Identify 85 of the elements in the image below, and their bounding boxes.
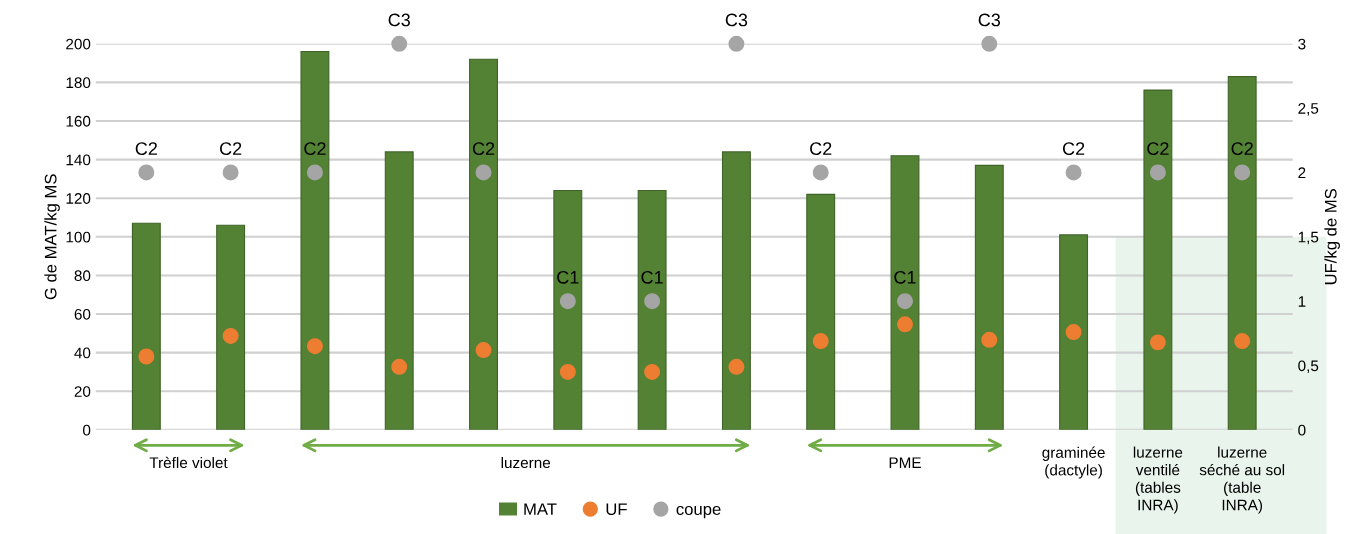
point xyxy=(138,164,155,181)
y-tick-label: 0 xyxy=(83,424,91,436)
y-tick-label: 160 xyxy=(66,115,91,127)
y-tick-label: 20 xyxy=(74,386,91,397)
y-tick-label: 80 xyxy=(74,270,91,282)
data-label: C2 xyxy=(220,142,242,156)
point xyxy=(475,164,492,181)
data-label: C2 xyxy=(304,142,326,156)
text: luzerne xyxy=(501,456,551,469)
y-tick-label: 140 xyxy=(66,154,91,166)
y2-tick-label: 0,5 xyxy=(1298,360,1319,374)
point xyxy=(222,327,239,344)
y-tick-label: 60 xyxy=(74,308,91,320)
y2-tick-label: 3 xyxy=(1298,38,1306,50)
bar xyxy=(974,164,1004,430)
y-tick-label: 180 xyxy=(66,77,91,89)
data-label: C1 xyxy=(641,270,663,284)
data-label: C3 xyxy=(388,13,410,27)
point xyxy=(1065,164,1082,181)
point xyxy=(222,164,239,181)
point xyxy=(306,164,323,181)
y2-tick-label: 2 xyxy=(1298,167,1306,179)
bar xyxy=(637,189,667,430)
point xyxy=(391,358,408,375)
data-label: C1 xyxy=(557,270,579,284)
data-label: C2 xyxy=(1062,142,1085,156)
y2-axis-title: UF/kg de MS xyxy=(1324,188,1340,285)
data-label: C2 xyxy=(135,142,157,156)
point xyxy=(475,342,492,359)
point xyxy=(897,316,913,333)
bar xyxy=(300,50,330,430)
data-label: C2 xyxy=(810,142,832,156)
point xyxy=(644,363,661,380)
y-tick-label: 40 xyxy=(74,347,91,359)
y2-tick-label: 0 xyxy=(1298,424,1306,436)
bar xyxy=(806,193,836,430)
bar xyxy=(384,151,414,430)
point xyxy=(1234,333,1251,350)
point xyxy=(1149,334,1166,351)
bar xyxy=(890,155,920,430)
bar xyxy=(721,151,751,430)
legend-label: coupe xyxy=(676,505,721,519)
y-tick-label: 120 xyxy=(66,193,91,204)
legend-label: MAT xyxy=(524,503,557,515)
point xyxy=(391,35,408,52)
y-tick-label: 100 xyxy=(66,231,91,243)
legend-label: UF xyxy=(606,503,627,516)
x-tick-label: luzerne séché au sol (table INRA) xyxy=(1199,446,1285,514)
point xyxy=(897,293,913,310)
text: PME xyxy=(889,457,921,468)
point xyxy=(981,331,998,348)
point xyxy=(812,164,829,181)
point xyxy=(644,293,661,310)
point xyxy=(1065,324,1082,341)
y2-tick-label: 1,5 xyxy=(1298,231,1319,245)
text: Trèfle violet xyxy=(149,456,228,469)
bar xyxy=(1227,76,1257,430)
bar xyxy=(216,224,246,430)
data-label: C2 xyxy=(472,142,495,156)
data-label: C3 xyxy=(978,13,1001,27)
x-tick-label: graminée (dactyle) xyxy=(1042,446,1105,479)
point xyxy=(1149,164,1166,181)
y-axis-title: G de MAT/kg MS xyxy=(44,174,60,300)
bar xyxy=(469,58,498,430)
point xyxy=(138,348,155,365)
point xyxy=(559,363,576,380)
point xyxy=(1234,164,1251,181)
bar xyxy=(1059,234,1089,430)
point xyxy=(559,293,576,310)
bar xyxy=(131,222,161,430)
data-label: C1 xyxy=(894,270,916,284)
point xyxy=(728,358,745,375)
data-label: C3 xyxy=(725,13,748,27)
bar xyxy=(1143,89,1173,430)
data-label: C2 xyxy=(1147,142,1169,156)
x-tick-label: luzerne ventilé (tables INRA) xyxy=(1133,446,1183,514)
y-tick-label: 200 xyxy=(66,38,91,50)
point xyxy=(728,35,745,52)
data-label: C2 xyxy=(1231,142,1253,156)
y2-tick-label: 2,5 xyxy=(1298,103,1319,116)
y2-tick-label: 1 xyxy=(1298,296,1306,307)
point xyxy=(812,333,829,350)
bar xyxy=(553,189,583,430)
point xyxy=(981,35,998,52)
point xyxy=(306,338,323,355)
